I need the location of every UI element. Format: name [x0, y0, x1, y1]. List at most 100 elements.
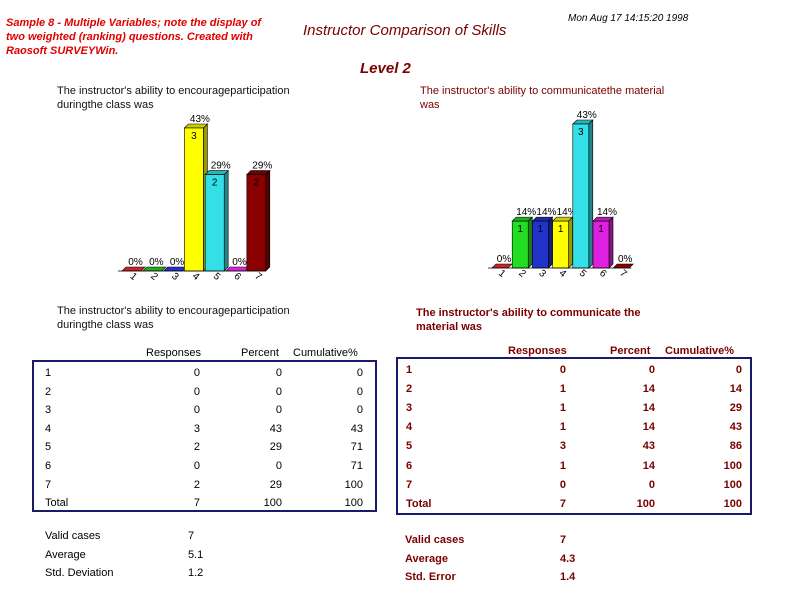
cell-responses: 7: [559, 497, 566, 510]
table-row: 6 0 0 71: [34, 460, 375, 478]
cell-percent: 29: [269, 441, 282, 454]
table-row: Total 7 100 100: [34, 497, 375, 515]
x-tick-label-1: 1: [128, 271, 140, 283]
stat-label: Std. Deviation: [45, 567, 114, 579]
cell-label: Total: [406, 497, 432, 510]
table-row: 1 0 0 0: [398, 364, 750, 382]
right-table-question-line2: material was: [416, 321, 483, 333]
cell-percent: 43: [642, 440, 655, 453]
cell-label: Total: [45, 497, 69, 510]
left-col-cumulative: Cumulative%: [293, 347, 358, 359]
table-row: 7 2 29 100: [34, 479, 375, 497]
cell-label: 6: [406, 459, 413, 472]
stat-value: 7: [560, 534, 567, 546]
table-row: 1 0 0 0: [34, 367, 375, 385]
stat-label: Std. Error: [405, 571, 456, 583]
cell-responses: 2: [193, 478, 200, 491]
cell-percent: 14: [642, 421, 655, 434]
bar-group-1: 0%1: [491, 254, 513, 280]
bar-side-2: [527, 216, 533, 269]
bar-value-label-6: 14%: [597, 207, 617, 218]
cell-percent: 0: [275, 367, 282, 379]
cell-label: 1: [406, 364, 413, 376]
cell-cumulative: 71: [350, 460, 363, 472]
table-row: 4 3 43 43: [34, 423, 375, 441]
cell-label: 3: [45, 404, 52, 417]
bar-group-7: 0%7: [612, 254, 634, 280]
table-row: 3 1 14 29: [398, 402, 750, 420]
cell-responses: 1: [559, 402, 566, 415]
bar-side-3: [548, 216, 553, 269]
stat-value: 1.2: [188, 567, 204, 579]
level-heading: Level 2: [360, 60, 411, 77]
left-chart-question-line2: duringthe class was: [57, 99, 154, 111]
bar-value-label-2: 0%: [149, 257, 164, 268]
bar-value-label-3: 14%: [536, 207, 556, 218]
bar-value-label-4: 43%: [190, 114, 210, 125]
right-col-cumulative: Cumulative%: [665, 345, 735, 357]
table-row: 6 1 14 100: [398, 460, 750, 478]
bar-value-label-5: 43%: [577, 110, 597, 121]
page-title: Instructor Comparison of Skills: [303, 22, 507, 39]
x-tick-label-1: 1: [496, 268, 508, 280]
bar-count-label-4: 3: [191, 131, 197, 142]
cell-responses: 0: [193, 367, 200, 379]
stat-label: Valid cases: [405, 534, 465, 546]
bar-value-label-2: 14%: [516, 207, 536, 218]
cell-cumulative: 0: [356, 367, 363, 379]
x-tick-label-4: 4: [557, 268, 569, 280]
cell-cumulative: 0: [735, 364, 742, 376]
x-tick-label-7: 7: [617, 268, 629, 280]
table-row: 4 1 14 43: [398, 421, 750, 439]
left-table-question: The instructor's ability to encouragepar…: [57, 304, 290, 332]
cell-responses: 0: [559, 478, 566, 491]
cell-label: 2: [406, 383, 413, 396]
table-row: Total 7 100 100: [398, 498, 750, 516]
cell-responses: 0: [193, 385, 200, 398]
cell-cumulative: 71: [350, 441, 363, 454]
bar-value-label-3: 0%: [170, 257, 185, 268]
cell-cumulative: 100: [344, 478, 363, 491]
left-chart-question-line1: The instructor's ability to encouragepar…: [57, 85, 290, 97]
table-row: 3 0 0 0: [34, 404, 375, 422]
left-table-question-line2: duringthe class was: [57, 319, 154, 331]
bar-group-5: 2 29% 5: [204, 161, 231, 283]
stat-value: 4.3: [560, 552, 576, 565]
cell-label: 3: [406, 402, 413, 415]
x-tick-label-6: 6: [232, 271, 244, 283]
cell-responses: 3: [193, 422, 200, 435]
report-date: Mon Aug 17 14:15:20 1998: [568, 13, 689, 24]
bar-group-4: 1 14% 4: [551, 207, 577, 280]
x-tick-label-2: 2: [148, 271, 160, 283]
bar-group-7: 2 29% 7: [246, 161, 272, 283]
bar-5: [572, 123, 590, 269]
table-row: 7 0 0 100: [398, 479, 750, 497]
table-row: 5 2 29 71: [34, 441, 375, 459]
cell-cumulative: 43: [729, 421, 742, 434]
stat-value: 7: [188, 530, 195, 542]
cell-label: 5: [45, 441, 52, 454]
table-row: 2 1 14 14: [398, 383, 750, 401]
cell-cumulative: 0: [356, 404, 363, 417]
cell-label: 4: [406, 421, 413, 434]
cell-label: 7: [406, 478, 413, 491]
bar-count-label-2: 1: [517, 224, 523, 235]
cell-responses: 0: [193, 404, 200, 417]
cell-percent: 14: [642, 402, 655, 415]
left-chart-question: The instructor's ability to encouragepar…: [57, 84, 290, 112]
cell-percent: 29: [269, 478, 282, 491]
bar-group-2: 1 14% 2: [511, 207, 536, 280]
right-chart-question: The instructor's ability to communicatet…: [420, 84, 664, 112]
cell-percent: 0: [648, 364, 655, 376]
x-tick-label-7: 7: [252, 271, 264, 283]
bar-side-4: [568, 216, 573, 269]
cell-cumulative: 100: [344, 497, 363, 510]
x-tick-label-4: 4: [190, 271, 202, 283]
cell-percent: 14: [642, 459, 655, 472]
cell-label: 7: [45, 478, 52, 491]
left-col-responses: Responses: [146, 347, 202, 359]
bar-value-label-5: 29%: [211, 161, 231, 172]
bar-value-label-1: 0%: [497, 254, 512, 265]
right-col-percent: Percent: [610, 345, 651, 357]
